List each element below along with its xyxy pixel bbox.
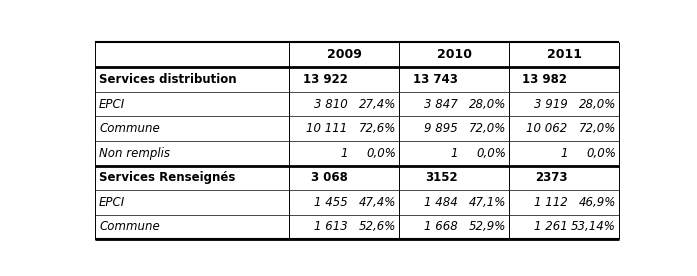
Text: 13 982: 13 982 [523,73,567,86]
Text: 1 613: 1 613 [314,221,348,233]
Text: 13 743: 13 743 [413,73,457,86]
Text: 27,4%: 27,4% [359,98,396,111]
Text: 47,1%: 47,1% [468,196,506,209]
Text: 10 062: 10 062 [526,122,567,135]
Text: 52,9%: 52,9% [468,221,506,233]
Text: 1 261: 1 261 [534,221,567,233]
Text: 0,0%: 0,0% [476,147,506,160]
Text: 13 922: 13 922 [302,73,348,86]
Text: Services distribution: Services distribution [99,73,237,86]
Text: 1 455: 1 455 [314,196,348,209]
Text: 1: 1 [450,147,457,160]
Text: EPCI: EPCI [99,196,125,209]
Text: 46,9%: 46,9% [579,196,616,209]
Text: Services Renseignés: Services Renseignés [99,171,236,184]
Text: 1: 1 [340,147,348,160]
Text: 72,6%: 72,6% [359,122,396,135]
Text: 2373: 2373 [535,171,567,184]
Text: 2009: 2009 [327,48,362,61]
Text: 1 484: 1 484 [424,196,457,209]
Text: 3 810: 3 810 [314,98,348,111]
Text: 0,0%: 0,0% [366,147,396,160]
Text: 52,6%: 52,6% [359,221,396,233]
Text: 3 847: 3 847 [424,98,457,111]
Text: 1 668: 1 668 [424,221,457,233]
Text: 28,0%: 28,0% [468,98,506,111]
Text: 72,0%: 72,0% [579,122,616,135]
Text: 2011: 2011 [546,48,582,61]
Text: Non remplis: Non remplis [99,147,170,160]
Text: 47,4%: 47,4% [359,196,396,209]
Text: 3 068: 3 068 [311,171,348,184]
Text: 9 895: 9 895 [424,122,457,135]
Text: EPCI: EPCI [99,98,125,111]
Text: 28,0%: 28,0% [579,98,616,111]
Text: Commune: Commune [99,221,160,233]
Text: 1 112: 1 112 [534,196,567,209]
Text: 53,14%: 53,14% [571,221,616,233]
Text: 1: 1 [560,147,567,160]
Text: 10 111: 10 111 [306,122,348,135]
Text: 3152: 3152 [425,171,457,184]
Text: 72,0%: 72,0% [468,122,506,135]
Text: 0,0%: 0,0% [586,147,616,160]
Text: 2010: 2010 [437,48,472,61]
Text: Commune: Commune [99,122,160,135]
Text: 3 919: 3 919 [534,98,567,111]
